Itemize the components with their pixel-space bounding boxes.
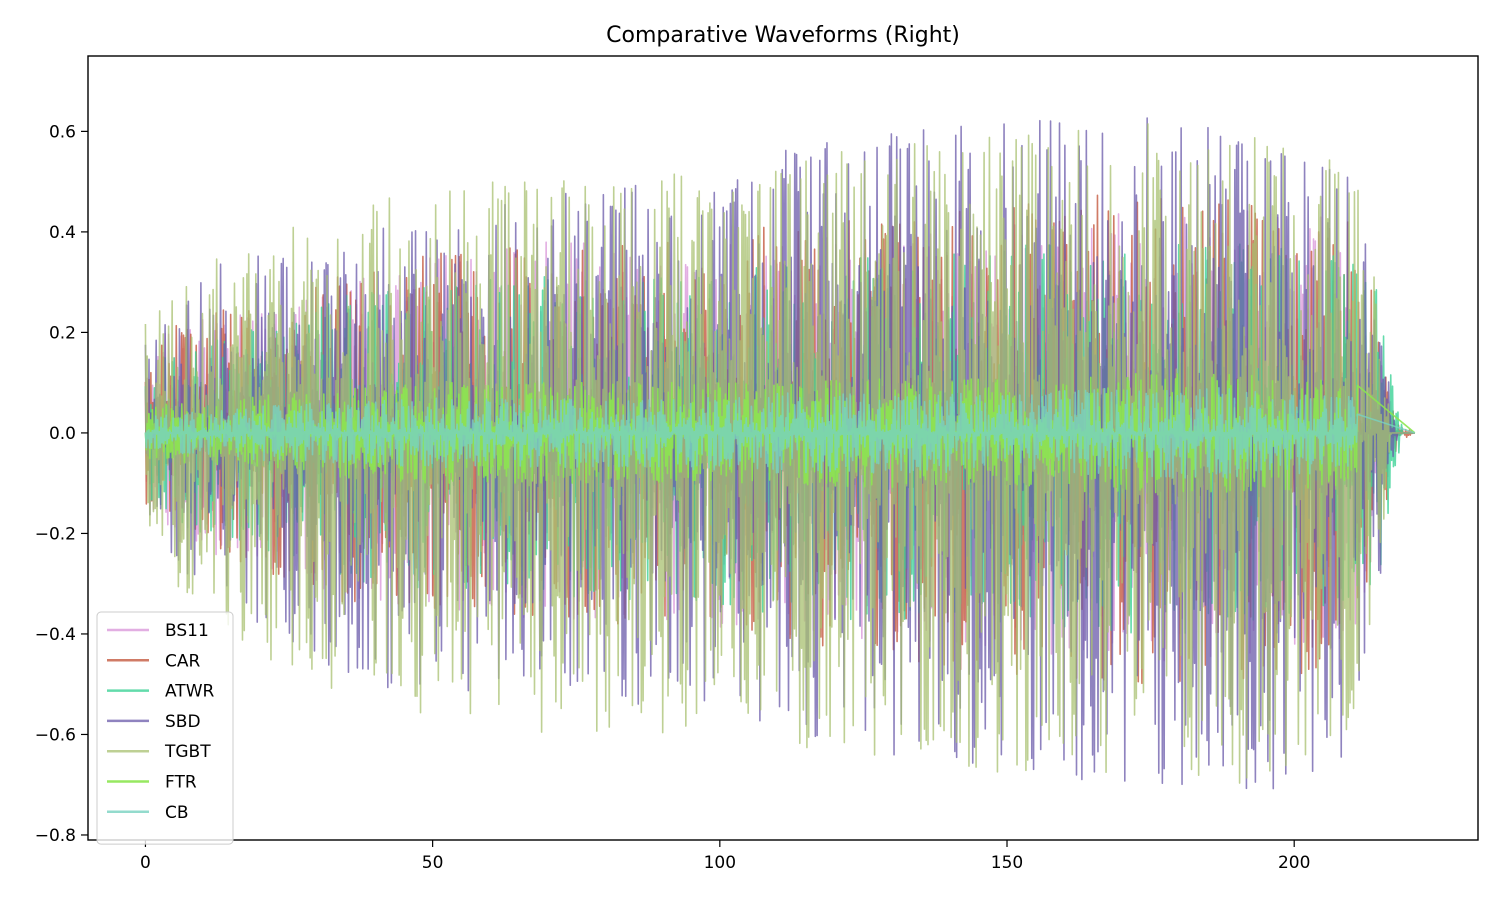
- x-tick-label: 150: [991, 853, 1023, 873]
- series-layer: [144, 117, 1416, 790]
- chart-title: Comparative Waveforms (Right): [606, 23, 960, 48]
- y-tick-label: 0.0: [49, 424, 76, 444]
- y-tick-label: 0.6: [49, 122, 76, 142]
- plot-frame: [87, 55, 1479, 841]
- x-axis: 0 50 100 150 200: [140, 840, 1310, 873]
- legend-label-cb: CB: [165, 803, 189, 823]
- y-tick-label: 0.4: [49, 223, 76, 243]
- legend: BS11 CAR ATWR SBD TGBT FTR CB: [96, 611, 234, 845]
- x-tick-label: 100: [704, 853, 736, 873]
- legend-box: [96, 611, 234, 845]
- y-tick-label: −0.8: [35, 826, 76, 846]
- y-axis: 0.6 0.4 0.2 0.0 −0.2 −0.4 −0.6 −0.8: [35, 122, 88, 846]
- series-line-cb: [144, 386, 1416, 479]
- legend-label-bs11: BS11: [165, 621, 209, 641]
- legend-label-car: CAR: [165, 651, 200, 671]
- y-tick-label: −0.6: [35, 725, 76, 745]
- legend-label-atwr: ATWR: [165, 682, 215, 702]
- legend-label-sbd: SBD: [165, 712, 201, 732]
- legend-label-ftr: FTR: [165, 773, 197, 793]
- y-tick-label: −0.2: [35, 524, 76, 544]
- legend-label-tgbt: TGBT: [164, 742, 211, 762]
- x-tick-label: 200: [1278, 853, 1310, 873]
- y-tick-label: −0.4: [35, 625, 76, 645]
- x-tick-label: 0: [140, 853, 151, 873]
- y-tick-label: 0.2: [49, 323, 76, 343]
- x-tick-label: 50: [422, 853, 444, 873]
